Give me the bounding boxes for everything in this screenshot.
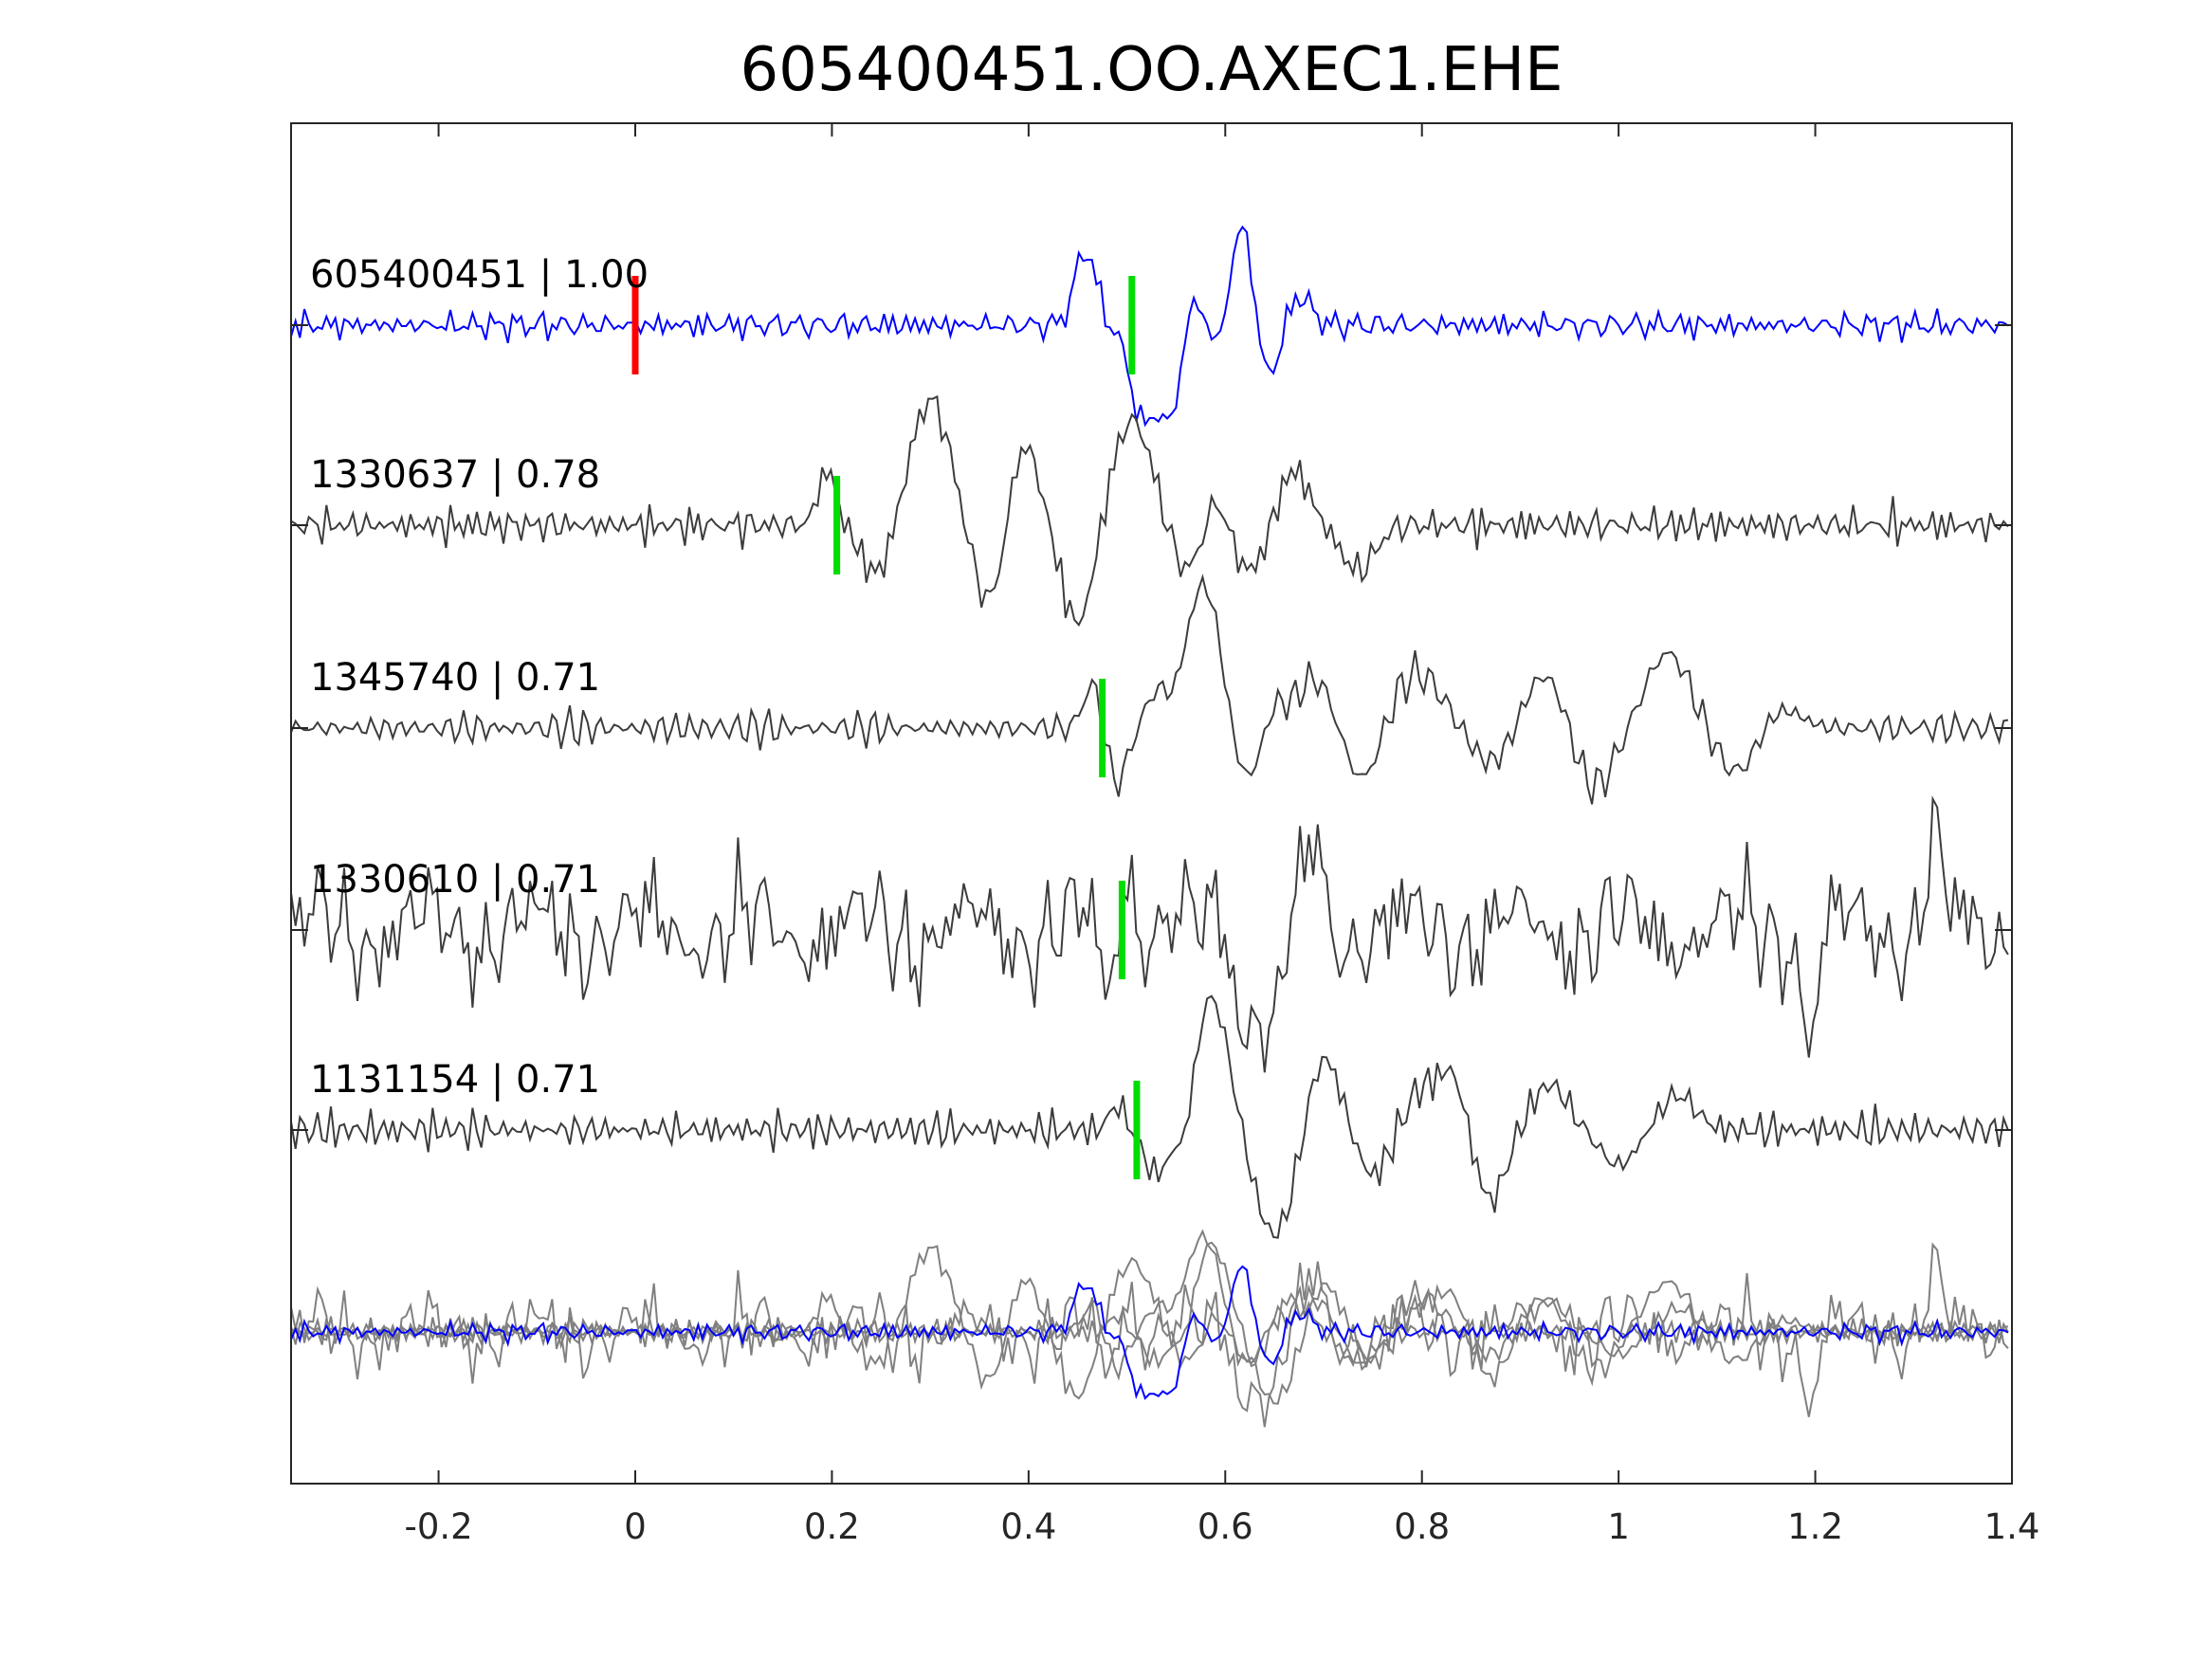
picks-layer bbox=[631, 276, 1141, 1179]
trace-labels-layer: 605400451 | 1.00 1330637 | 0.78 1345740 | … bbox=[310, 253, 649, 1102]
trace-1330610-label: 1330610 | 0.71 bbox=[310, 858, 600, 902]
stack-trace-1330637 bbox=[290, 1245, 2009, 1400]
trace-1131154-label: 1131154 | 0.71 bbox=[310, 1058, 600, 1102]
x-tick-label: 0 bbox=[624, 1506, 647, 1547]
axes-frame bbox=[290, 122, 2013, 1485]
trace-1330610-waveform bbox=[290, 795, 2009, 1073]
chart-title: 605400451.OO.AXEC1.EHE bbox=[740, 35, 1563, 105]
trace-605400451-label: 605400451 | 1.00 bbox=[310, 253, 649, 297]
trace-605400451-waveform bbox=[290, 225, 2009, 428]
stack-trace-605400451 bbox=[290, 1265, 2009, 1400]
x-tick-label: 0.2 bbox=[804, 1506, 860, 1547]
stack-trace-1131154 bbox=[290, 1241, 2009, 1405]
traces-layer bbox=[290, 225, 2009, 1428]
x-tick-label: 1.4 bbox=[1984, 1506, 2040, 1547]
trace-1345740-waveform bbox=[290, 574, 2009, 805]
x-tick-label: -0.2 bbox=[404, 1506, 472, 1547]
trace-1330637-label: 1330637 | 0.78 bbox=[310, 453, 600, 497]
trace-1345740-label: 1345740 | 0.71 bbox=[310, 656, 600, 700]
x-tick-label: 1 bbox=[1607, 1506, 1630, 1547]
axes-layer: -0.2 0 0.2 0.4 0.6 0.8 1 1.2 1.4 bbox=[290, 122, 2040, 1547]
x-tick-label: 0.4 bbox=[1000, 1506, 1056, 1547]
trace-1330637-waveform bbox=[290, 394, 2009, 628]
x-tick-label: 1.2 bbox=[1787, 1506, 1843, 1547]
x-tick-label: 0.8 bbox=[1394, 1506, 1450, 1547]
stack-trace-1345740 bbox=[290, 1229, 2009, 1387]
trace-1131154-waveform bbox=[290, 994, 2009, 1239]
x-tick-label: 0.6 bbox=[1197, 1506, 1253, 1547]
